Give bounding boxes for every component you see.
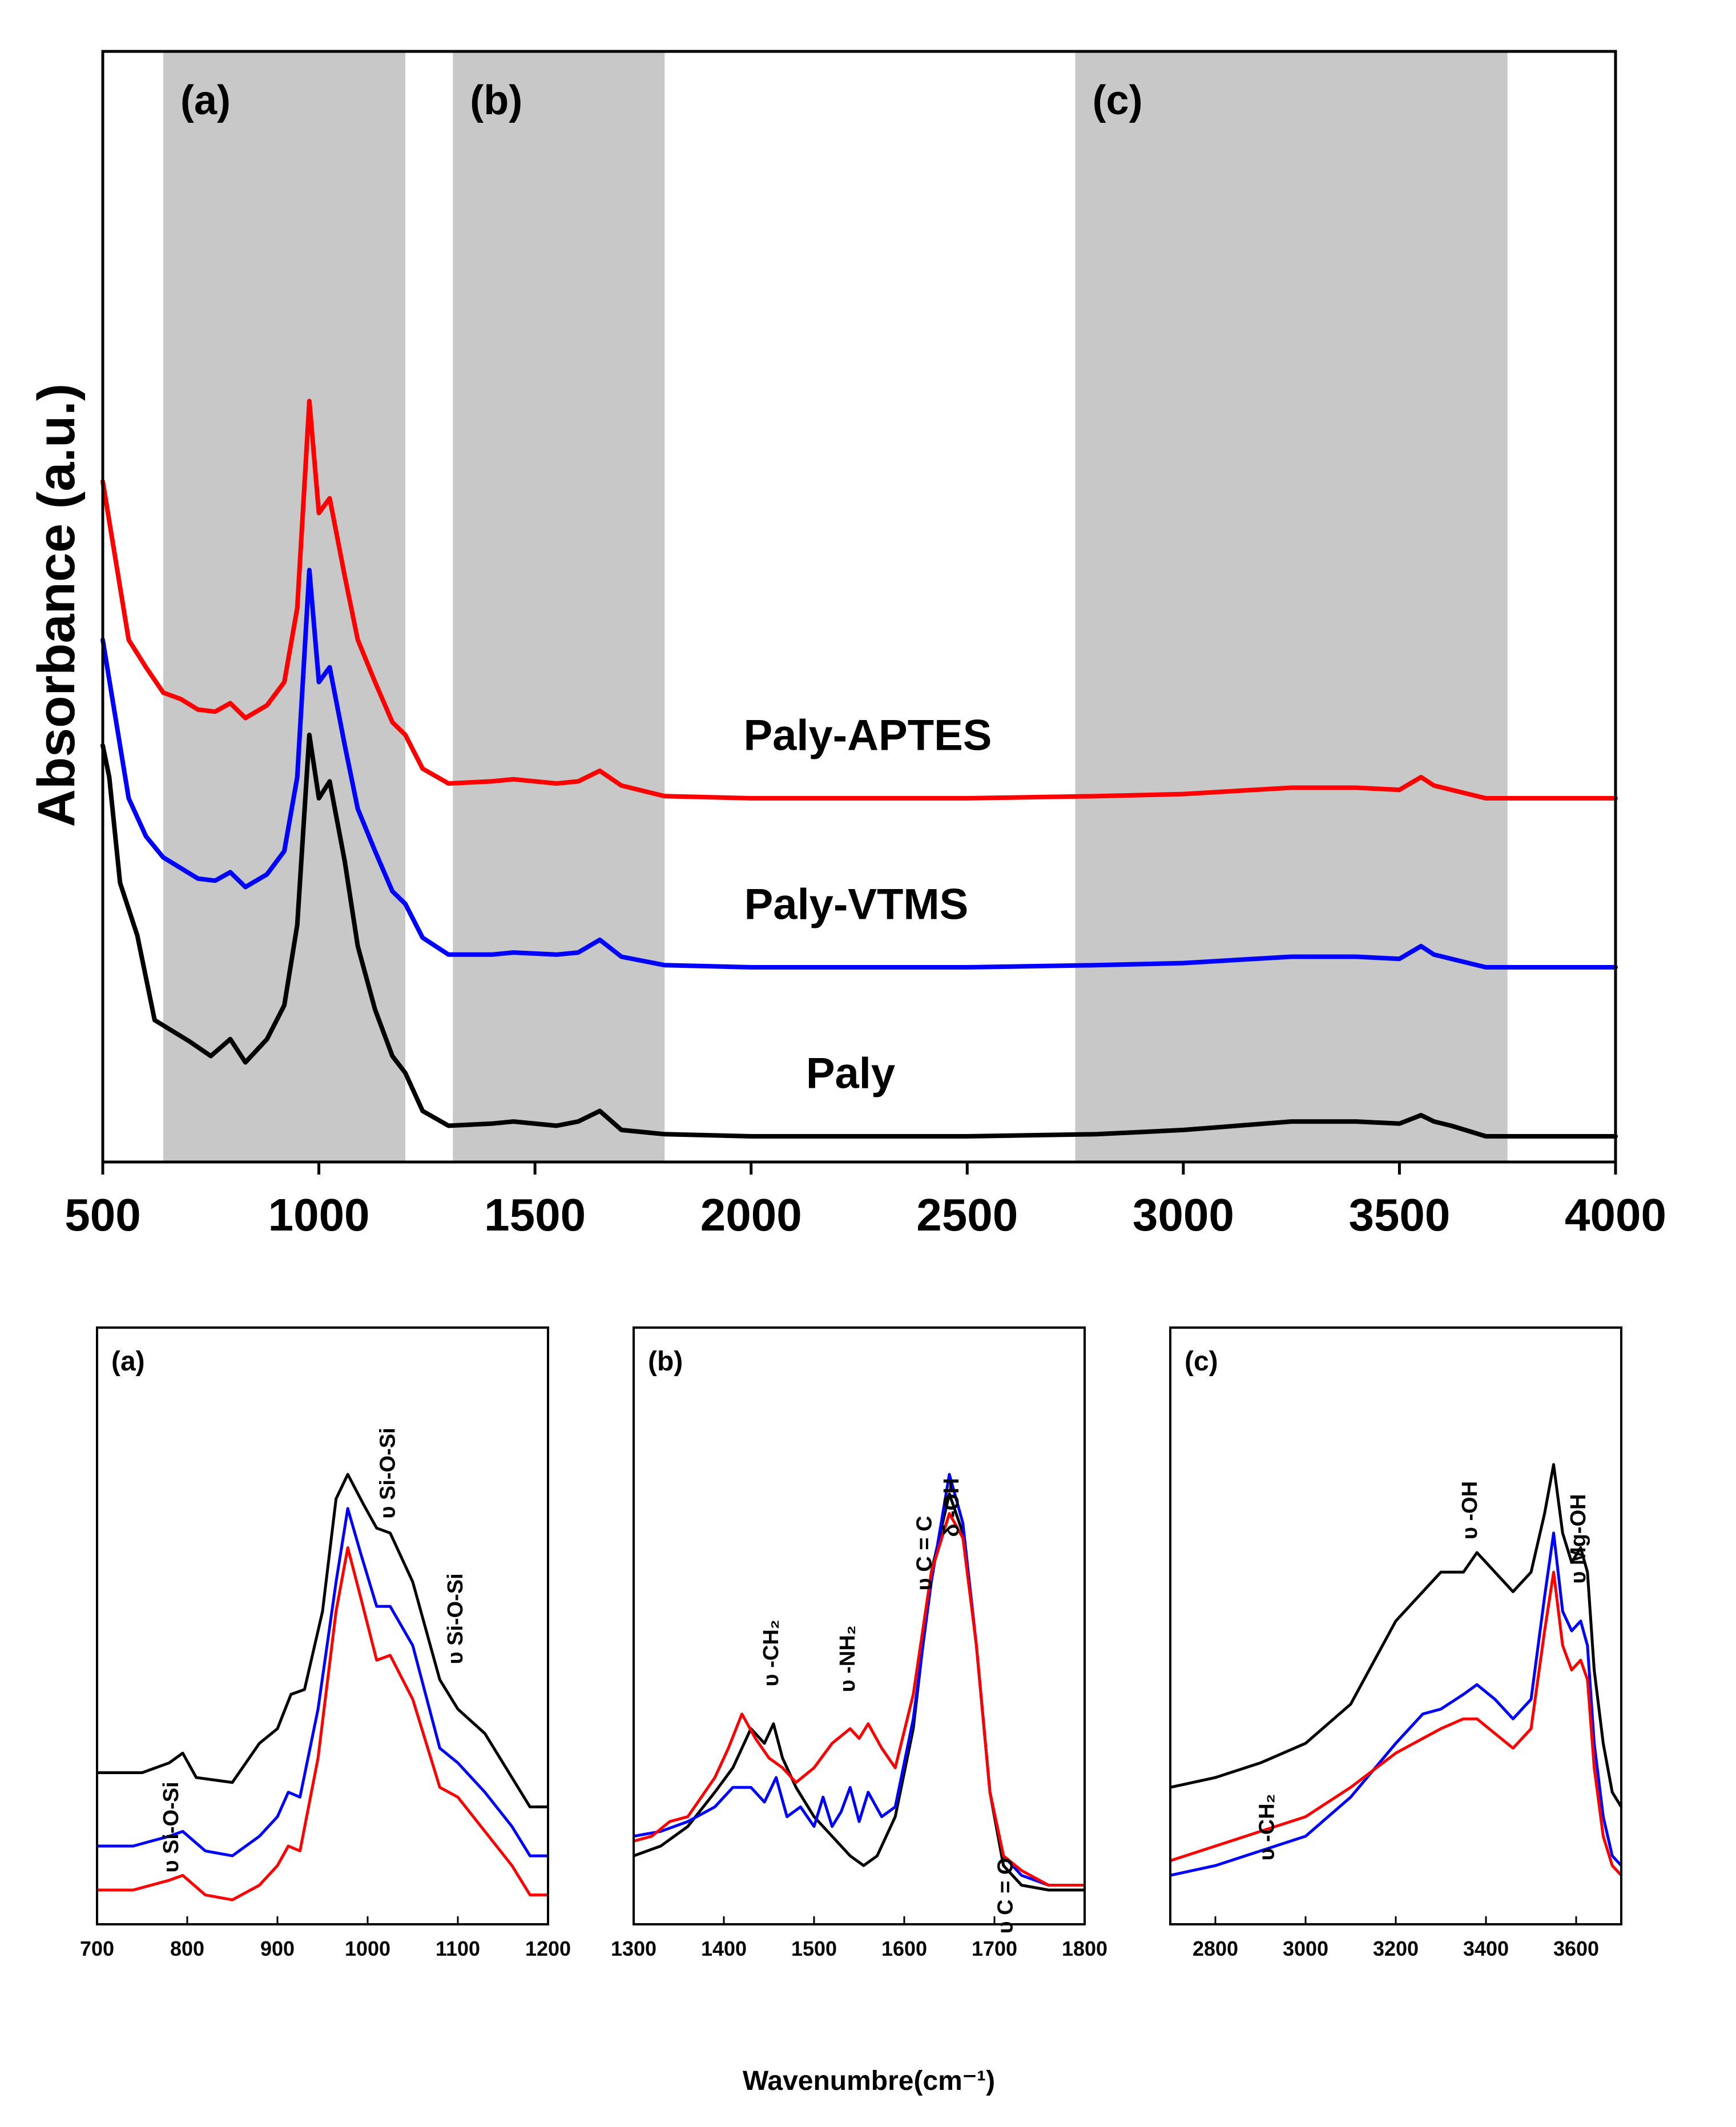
inset-b-panel-label: (b) — [648, 1346, 683, 1377]
inset-c-x-tick-label-3400: 3400 — [1463, 1937, 1509, 1960]
main-x-tick-label-1000: 1000 — [268, 1189, 370, 1240]
inset-a-line-paly — [97, 1473, 548, 1808]
inset-b-x-tick-label-1500: 1500 — [791, 1937, 837, 1960]
inset-b-annotation-5: υ C = O — [994, 1858, 1018, 1934]
inset-b-annotation-2: υ -NH₂ — [836, 1625, 860, 1692]
main-plot-frame — [101, 50, 1617, 1164]
series-line-paly-vtms — [100, 568, 1618, 970]
main-x-axis: 500 1000 1500 2000 2500 3000 3500 4000 — [65, 1162, 1666, 1240]
inset-b-series-lines — [634, 1473, 1085, 1892]
inset-b-x-tick-label-1400: 1400 — [701, 1937, 747, 1960]
inset-a-series-lines — [97, 1473, 548, 1901]
inset-b-line-paly-aptes — [634, 1512, 1085, 1887]
inset-c-panel-label: (c) — [1185, 1346, 1218, 1377]
shaded-region-2 — [453, 51, 665, 1162]
inset-a-x-tick-label-900: 900 — [260, 1937, 295, 1960]
y-axis-title: Absorbance (a.u.) — [27, 383, 86, 827]
inset-b-frame — [633, 1326, 1086, 1925]
inset-c-annotation-3: υ Mg-OH — [1566, 1494, 1590, 1583]
main-spectrum-panel: (a) (b) (c) Paly-APTES Paly-VTMS Paly 500 100… — [27, 50, 1666, 1240]
main-x-tick-label-2000: 2000 — [700, 1189, 802, 1240]
inset-c-x-tick-label-3200: 3200 — [1373, 1937, 1419, 1960]
region-labels: (a) (b) (c) — [180, 78, 1143, 123]
inset-b-x-tick-label-1300: 1300 — [611, 1937, 656, 1960]
inset-c-x-tick-label-3600: 3600 — [1553, 1937, 1599, 1960]
inset-panel-b: (b) 1300 1400 1500 1600 1700 1800 υ -CH₂ υ -NH₂ υ… — [611, 1326, 1107, 1960]
inset-a-annotation-3: υ Si-O-Si — [444, 1573, 468, 1664]
inset-c-line-paly-aptes — [1170, 1570, 1621, 1876]
inset-c-line-paly — [1170, 1463, 1621, 1808]
inset-b-annotation-4: δ -OH — [940, 1478, 964, 1537]
shaded-region-3 — [1075, 51, 1508, 1162]
inset-a-line-paly-vtms — [97, 1507, 548, 1857]
inset-a-panel-label: (a) — [111, 1346, 145, 1377]
main-x-tick-label-2500: 2500 — [916, 1189, 1018, 1240]
inset-panel-a: (a) 700 800 900 1000 1100 1200 υ Si-O-Si υ Si-O-… — [80, 1326, 571, 1960]
region-label-3: (c) — [1093, 78, 1143, 123]
inset-a-line-paly-aptes — [97, 1546, 548, 1901]
series-label-paly-aptes: Paly-APTES — [743, 711, 992, 760]
inset-c-line-paly-vtms — [1170, 1531, 1621, 1877]
main-x-tick-label-1500: 1500 — [484, 1189, 586, 1240]
inset-b-annotation-1: υ -CH₂ — [759, 1619, 783, 1686]
inset-b-annotation-3: υ C = C — [912, 1516, 936, 1591]
inset-c-annotation-1: υ -CH₂ — [1255, 1794, 1279, 1860]
inset-c-x-tick-label-3000: 3000 — [1283, 1937, 1328, 1960]
inset-b-x-tick-label-1700: 1700 — [972, 1937, 1017, 1960]
inset-a-x-tick-label-700: 700 — [80, 1937, 114, 1960]
region-label-2: (b) — [470, 78, 522, 123]
main-x-tick-label-3000: 3000 — [1133, 1189, 1234, 1240]
inset-panel-c: (c) 2800 3000 3200 3400 3600 υ -CH₂ υ -OH υ Mg-O… — [1169, 1326, 1622, 1960]
inset-c-series-lines — [1170, 1463, 1621, 1877]
inset-a-x-tick-label-1000: 1000 — [345, 1937, 390, 1960]
main-series-lines — [100, 399, 1618, 1139]
series-label-paly-vtms: Paly-VTMS — [744, 880, 969, 929]
shaded-regions — [163, 51, 1508, 1162]
inset-a-x-tick-label-1200: 1200 — [525, 1937, 571, 1960]
inset-x-axis-title: Wavenumbre(cm⁻¹) — [743, 2066, 995, 2096]
inset-a-frame — [96, 1326, 549, 1925]
inset-c-x-tick-label-2800: 2800 — [1193, 1937, 1238, 1960]
series-label-paly: Paly — [806, 1050, 895, 1098]
region-label-1: (a) — [180, 78, 231, 123]
inset-a-annotation-2: υ Si-O-Si — [376, 1428, 400, 1518]
inset-c-annotation-2: υ -OH — [1458, 1481, 1482, 1539]
series-line-paly-aptes — [100, 399, 1618, 801]
inset-a-x-tick-label-800: 800 — [170, 1937, 204, 1960]
main-x-tick-label-3500: 3500 — [1348, 1189, 1450, 1240]
series-labels: Paly-APTES Paly-VTMS Paly — [743, 711, 992, 1098]
main-x-tick-label-4000: 4000 — [1565, 1189, 1666, 1240]
inset-a-x-tick-label-1100: 1100 — [436, 1937, 480, 1960]
inset-a-annotation-1: υ Si-O-Si — [159, 1782, 183, 1872]
inset-b-x-tick-label-1800: 1800 — [1062, 1937, 1107, 1960]
inset-b-x-tick-label-1600: 1600 — [881, 1937, 927, 1960]
series-line-paly — [100, 733, 1618, 1139]
main-x-tick-label-500: 500 — [65, 1189, 140, 1240]
